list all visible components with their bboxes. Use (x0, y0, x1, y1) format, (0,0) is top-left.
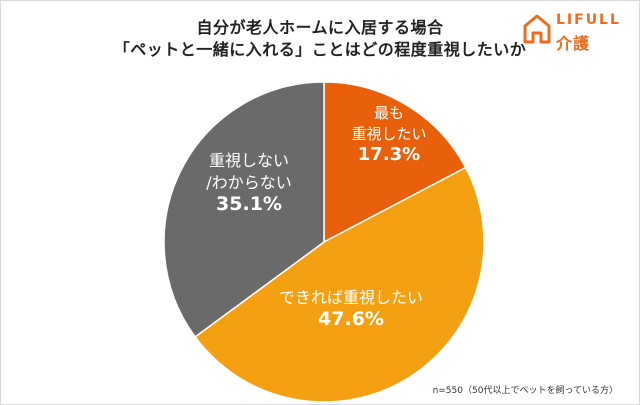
pie-slice-1 (323, 81, 467, 244)
brand-sub: 介護 (556, 34, 591, 53)
chart-title-line-1: 自分が老人ホームに入居する場合 (196, 18, 444, 37)
slice-3-category-label: /わからない (206, 173, 291, 192)
brand-logo: LIFULL 介護 (522, 10, 634, 53)
slice-1-category-label: 最も (374, 104, 404, 122)
brand-name: LIFULL (556, 12, 621, 28)
chart-title-line-2: 「ペットと一緒に入れる」ことはどの程度重視したいか (113, 40, 527, 59)
pie-slice-2 (194, 166, 485, 403)
slice-2-value-label: 47.6% (318, 308, 384, 330)
slice-3-value-label: 35.1% (216, 193, 282, 215)
pie-slice-3 (163, 81, 325, 338)
slice-3-category-label: 重視しない (209, 151, 289, 170)
sample-footnote: n=550（50代以上でペットを飼っている方） (432, 386, 618, 396)
house-outline-icon (523, 14, 551, 44)
chart-title: 自分が老人ホームに入居する場合 「ペットと一緒に入れる」ことはどの程度重視したい… (0, 17, 640, 61)
slice-1-value-label: 17.3% (358, 144, 420, 165)
slice-1-category-label: 重視したい (351, 125, 426, 143)
slice-2-category-label: できれば重視したい (279, 288, 423, 307)
